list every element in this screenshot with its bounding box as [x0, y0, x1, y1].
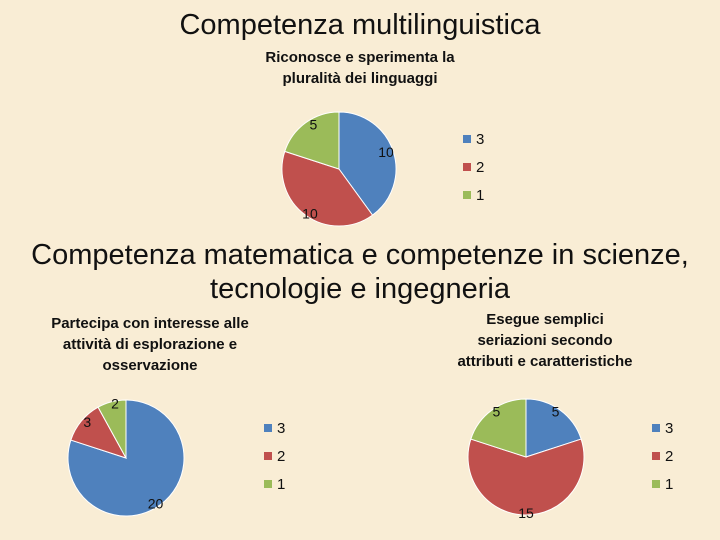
chart-1-title-line-2: pluralità dei linguaggi: [282, 70, 438, 87]
chart-3-slice-1: [470, 398, 527, 458]
chart-3-legend-swatch-3: [652, 424, 660, 432]
chart-3-slice-2: [467, 438, 585, 516]
chart-1-data-label-3: 10: [378, 144, 394, 160]
chart-1-slice-3: [338, 111, 397, 216]
chart-2-title: Partecipa con interesse alle attività di…: [20, 313, 280, 376]
chart-2-legend-label-2: 2: [277, 448, 285, 465]
chart-1-slice-2: [281, 150, 374, 227]
chart-1-data-label-1: 5: [309, 116, 317, 132]
chart-1-legend-label-3: 3: [476, 131, 484, 148]
chart-2-data-label-2: 3: [83, 414, 91, 430]
chart-2-legend-label-3: 3: [277, 420, 285, 437]
chart-2-legend-label-1: 1: [277, 476, 285, 493]
chart-2-data-label-1: 2: [111, 396, 119, 412]
chart-2-data-label-3: 20: [148, 495, 164, 511]
chart-3-slice-3: [525, 398, 582, 458]
chart-3-legend-label-2: 2: [665, 448, 673, 465]
chart-2-title-line-1: Partecipa con interesse alle: [51, 315, 249, 332]
section-title-math-science: Competenza matematica e competenze in sc…: [0, 238, 720, 306]
chart-3-data-label-1: 5: [493, 404, 501, 420]
chart-3-legend-label-3: 3: [665, 420, 673, 437]
chart-1-title: Riconosce e sperimenta la pluralità dei …: [230, 47, 490, 89]
section-2-title-line-2: tecnologie e ingegneria: [210, 273, 510, 305]
chart-3-title-line-3: attributi e caratteristiche: [457, 353, 633, 370]
chart-2-legend-swatch-2: [264, 452, 272, 460]
chart-3-legend-swatch-2: [652, 452, 660, 460]
chart-1-legend-swatch-3: [463, 135, 471, 143]
chart-1-legend-label-1: 1: [476, 187, 484, 204]
chart-2-legend-swatch-1: [264, 480, 272, 488]
chart-1-legend-swatch-1: [463, 191, 471, 199]
chart-1-slice-1: [284, 111, 340, 170]
chart-2-title-line-3: osservazione: [102, 357, 198, 374]
chart-2-slice-3: [67, 399, 185, 517]
chart-3-legend-swatch-1: [652, 480, 660, 488]
chart-3-data-label-2: 15: [518, 505, 534, 521]
chart-1-legend-label-2: 2: [476, 159, 484, 176]
chart-1-legend-swatch-2: [463, 163, 471, 171]
chart-3-title: Esegue semplici seriazioni secondo attri…: [420, 309, 670, 372]
chart-1-data-label-2: 10: [302, 206, 318, 222]
chart-2-slice-1: [97, 399, 127, 459]
chart-3-legend-label-1: 1: [665, 476, 673, 493]
chart-2-title-line-2: attività di esplorazione e: [62, 336, 238, 353]
chart-2-legend-swatch-3: [264, 424, 272, 432]
section-title-multilingual: Competenza multilinguistica: [179, 9, 541, 41]
chart-3-data-label-3: 5: [552, 404, 560, 420]
chart-3-title-line-1: Esegue semplici: [486, 311, 604, 328]
chart-3-title-line-2: seriazioni secondo: [477, 332, 613, 349]
section-2-title-line-1: Competenza matematica e competenze in sc…: [31, 239, 689, 271]
chart-1-title-line-1: Riconosce e sperimenta la: [265, 49, 455, 66]
